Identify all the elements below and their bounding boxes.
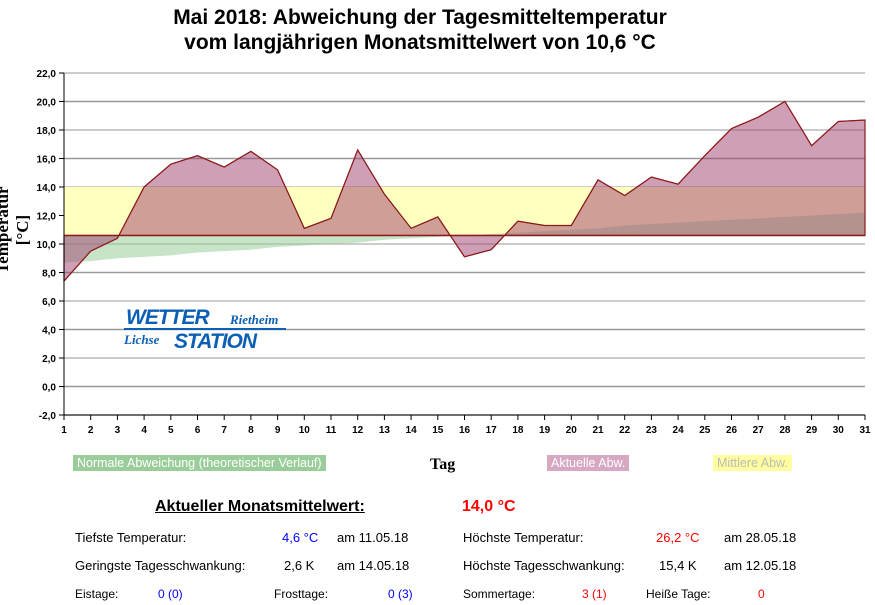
max-range-label: Höchste Tagesschwankung: (463, 558, 625, 573)
x-tick-label: 5 (168, 425, 174, 436)
month-mean-label: Aktueller Monatsmittelwert: (155, 498, 365, 515)
legend-mean: Mittlere Abw. (713, 455, 792, 471)
x-tick-label: 27 (753, 425, 765, 436)
y-tick-label: 8,0 (42, 269, 56, 280)
y-axis-label: Temperatur [°C] (0, 186, 32, 274)
chart-title-line1: Mai 2018: Abweichung der Tagesmitteltemp… (173, 6, 667, 29)
x-tick-label: 22 (619, 425, 631, 436)
min-range-label: Geringste Tagesschwankung: (75, 558, 246, 573)
max-range-value: 15,4 K (659, 558, 697, 573)
x-tick-label: 17 (486, 425, 498, 436)
min-temp-value: 4,6 °C (282, 530, 319, 545)
x-tick-label: 21 (592, 425, 604, 436)
y-tick-label: -2,0 (39, 411, 57, 422)
x-tick-label: 10 (299, 425, 311, 436)
y-tick-label: 16,0 (37, 155, 57, 166)
x-tick-label: 28 (779, 425, 791, 436)
frosttage-label: Frosttage: (274, 587, 329, 601)
min-range-date: am 14.05.18 (337, 558, 410, 573)
x-tick-label: 1 (61, 425, 67, 436)
min-range-value: 2,6 K (284, 558, 315, 573)
y-tick-label: 2,0 (42, 354, 56, 365)
eistage-label: Eistage: (75, 587, 119, 601)
chart-plot: -2,0 0,0 2,0 4,0 6,0 8,0 10,0 12,0 14,0 16,0 18,0 2… (37, 69, 871, 436)
max-temp-label: Höchste Temperatur: (463, 530, 584, 545)
min-temp-label: Tiefste Temperatur: (75, 530, 187, 545)
x-tick-label: 30 (833, 425, 845, 436)
heisse-tage-value: 0 (758, 587, 765, 601)
x-tick-label: 25 (699, 425, 711, 436)
legend-normal: Normale Abweichung (theoretischer Verlau… (73, 455, 326, 471)
x-tick-label: 24 (673, 425, 685, 436)
max-temp-value: 26,2 °C (656, 530, 700, 545)
y-tick-label: 6,0 (42, 297, 56, 308)
x-tick-label: 4 (141, 425, 147, 436)
y-tick-label: 18,0 (37, 126, 57, 137)
frosttage-value: 0 (3) (388, 587, 413, 601)
x-tick-label: 2 (88, 425, 94, 436)
x-tick-label: 26 (726, 425, 738, 436)
actual-deviation-line (63, 100, 866, 283)
x-tick-label: 13 (379, 425, 391, 436)
y-tick-label: 22,0 (37, 69, 57, 80)
min-temp-date: am 11.05.18 (337, 530, 409, 545)
x-tick-label: 9 (275, 425, 281, 436)
eistage-value: 0 (0) (158, 587, 183, 601)
x-tick-label: 20 (566, 425, 578, 436)
wetterstation-logo: WETTER Rietheim Lichse STATION (124, 306, 286, 356)
legend-actual: Aktuelle Abw. (547, 455, 630, 471)
month-mean-value: 14,0 °C (462, 498, 516, 515)
y-tick-label: 20,0 (37, 98, 57, 109)
y-tick-label: 12,0 (37, 212, 57, 223)
x-tick-label: 7 (221, 425, 227, 436)
x-tick-label: 12 (352, 425, 364, 436)
x-tick-label: 19 (539, 425, 551, 436)
y-tick-label: 14,0 (37, 183, 57, 194)
max-temp-date: am 28.05.18 (724, 530, 797, 545)
max-range-date: am 12.05.18 (724, 558, 797, 573)
y-tick-label: 10,0 (37, 240, 57, 251)
sommertage-label: Sommertage: (463, 587, 536, 601)
y-tick-label: 4,0 (42, 326, 56, 337)
x-tick-label: 3 (115, 425, 121, 436)
x-tick-label: 18 (512, 425, 524, 436)
chart-title-line2: vom langjährigen Monatsmittelwert von 10… (184, 31, 656, 54)
x-tick-label: 15 (432, 425, 444, 436)
x-tick-label: 23 (646, 425, 658, 436)
sommertage-value: 3 (1) (582, 587, 607, 601)
x-axis-label: Tag (430, 456, 456, 473)
x-tick-label: 16 (459, 425, 471, 436)
x-tick-label: 8 (248, 425, 254, 436)
x-tick-label: 11 (326, 425, 337, 436)
x-tick-label: 14 (406, 425, 418, 436)
y-tick-label: 0,0 (42, 383, 56, 394)
x-tick-label: 29 (806, 425, 818, 436)
x-tick-label: 6 (195, 425, 201, 436)
x-tick-label: 31 (859, 425, 871, 436)
heisse-tage-label: Heiße Tage: (646, 587, 711, 601)
